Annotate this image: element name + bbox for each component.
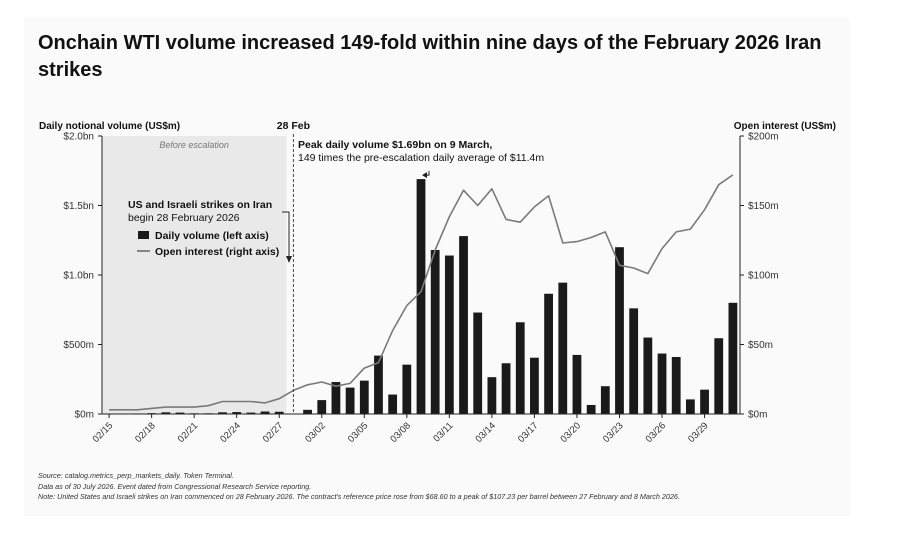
- volume-bar-03/10: [430, 249, 440, 414]
- right-tick-label: $0m: [748, 410, 767, 421]
- x-tick-label: 03/20: [558, 420, 583, 445]
- volume-bar-02/26: [260, 411, 270, 414]
- volume-bar-03/26: [657, 353, 667, 414]
- x-tick-label: 02/27: [261, 420, 286, 445]
- volume-bar-02/24: [232, 412, 242, 414]
- volume-bar-03/17: [530, 357, 539, 414]
- left-axis-label: Daily notional volume (US$m): [39, 121, 180, 132]
- right-axis-label: Open interest (US$m): [734, 121, 836, 132]
- legend-swatch-volume: [138, 231, 149, 239]
- right-tick-label: $100m: [748, 271, 779, 282]
- x-tick-label: 03/11: [431, 420, 455, 444]
- right-tick-label: $200m: [748, 132, 779, 143]
- x-tick-label: 02/18: [133, 420, 158, 445]
- volume-bar-03/24: [629, 308, 639, 414]
- volume-bar-03/02: [317, 400, 327, 414]
- volume-bar-03/25: [643, 337, 653, 414]
- strike-annotation-arrowhead: [286, 256, 292, 263]
- x-tick-label: 03/23: [601, 420, 626, 445]
- legend-label-volume: Daily volume (left axis): [155, 230, 269, 242]
- chart-title: Onchain WTI volume increased 149-fold wi…: [38, 32, 822, 81]
- x-tick-label: 03/26: [644, 420, 669, 445]
- volume-bar-03/18: [544, 293, 553, 414]
- strike-annotation-subtitle: begin 28 February 2026: [128, 212, 240, 224]
- open-interest-line: [109, 174, 734, 411]
- volume-bar-03/04: [345, 387, 355, 414]
- strike-annotation-title: US and Israeli strikes on Iran: [128, 199, 272, 211]
- volume-bar-03/15: [501, 363, 511, 414]
- volume-bar-03/13: [473, 312, 483, 414]
- x-tick-label: 03/02: [303, 420, 328, 445]
- volume-bar-02/19: [161, 412, 171, 414]
- x-tick-label: 03/14: [473, 420, 498, 445]
- volume-bar-03/08: [402, 364, 412, 414]
- right-tick-label: $50m: [748, 340, 773, 351]
- left-tick-label: $1.0bn: [63, 271, 94, 282]
- peak-annotation-subtitle: 149 times the pre-escalation daily avera…: [298, 152, 544, 164]
- volume-bar-03/12: [459, 236, 468, 414]
- left-tick-label: $1.5bn: [63, 201, 94, 212]
- footnote: Note: United States and Israeli strikes …: [38, 492, 680, 501]
- peak-annotation-arrowhead: [422, 172, 427, 179]
- volume-bar-02/23: [218, 412, 227, 414]
- x-tick-label: 03/05: [346, 420, 371, 445]
- peak-annotation-title: Peak daily volume $1.69bn on 9 March,: [298, 139, 492, 151]
- volume-bar-03/06: [374, 355, 383, 414]
- left-tick-label: $500m: [63, 340, 94, 351]
- volume-bar-02/20: [175, 412, 185, 414]
- volume-bar-03/05: [359, 380, 369, 414]
- volume-bar-03/14: [487, 377, 497, 414]
- x-tick-label: 02/21: [176, 420, 201, 445]
- volume-bar-03/30: [714, 338, 724, 414]
- shaded-region-before-escalation: [102, 136, 287, 414]
- strike-annotation-connector: [282, 211, 290, 258]
- volume-bar-03/29: [700, 389, 709, 414]
- volume-bar-03/21: [586, 404, 596, 414]
- volume-bar-03/11: [444, 255, 454, 414]
- source-note: Source: catalog.metrics_perp_markets_dai…: [38, 471, 234, 480]
- volume-bar-03/19: [558, 282, 568, 414]
- footnotes: Source: catalog.metrics_perp_markets_dai…: [38, 471, 680, 503]
- volume-bar-03/09: [416, 179, 426, 414]
- x-tick-label: 02/15: [91, 420, 116, 445]
- volume-bar-03/16: [515, 322, 525, 414]
- legend-label-open-interest: Open interest (right axis): [155, 246, 279, 258]
- volume-bar-03/01: [303, 409, 312, 414]
- x-tick-label: 03/17: [516, 420, 541, 445]
- volume-bar-03/20: [572, 354, 582, 414]
- event-line-label: 28 Feb: [277, 120, 310, 132]
- volume-bar-02/25: [246, 412, 256, 414]
- shaded-region-label: Before escalation: [159, 140, 229, 150]
- x-tick-label: 02/24: [218, 420, 243, 445]
- x-tick-label: 03/08: [388, 420, 413, 445]
- left-tick-label: $2.0bn: [63, 132, 94, 143]
- volume-bar-03/28: [685, 399, 695, 414]
- volume-bar-03/27: [671, 357, 681, 414]
- volume-bar-03/22: [600, 386, 610, 414]
- volume-bar-03/03: [331, 382, 341, 414]
- volume-bar-03/07: [388, 394, 398, 414]
- x-tick-label: 03/29: [686, 420, 711, 445]
- volume-bar-03/31: [728, 302, 738, 414]
- left-tick-label: $0m: [75, 410, 94, 421]
- data-as-of-note: Data as of 30 July 2026. Event dated fro…: [38, 481, 312, 491]
- volume-bar-02/27: [274, 411, 284, 414]
- volume-bar-03/23: [615, 247, 624, 414]
- right-tick-label: $150m: [748, 201, 779, 212]
